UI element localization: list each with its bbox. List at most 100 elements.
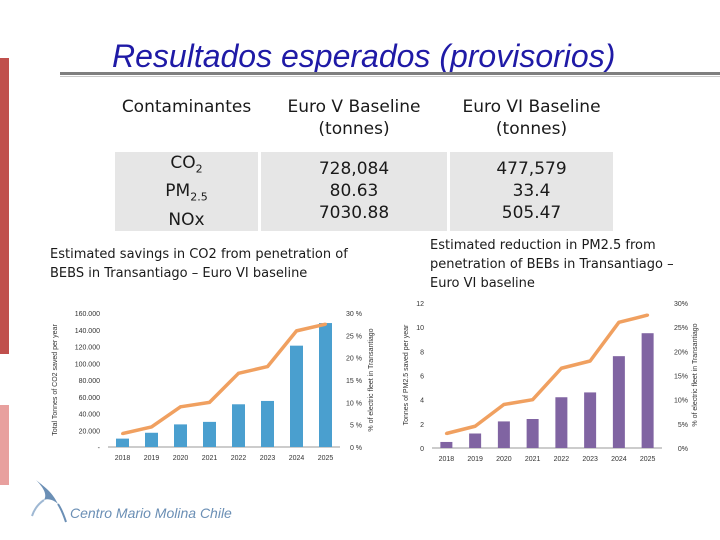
y2-tick-label: 5 % <box>350 423 362 430</box>
pollutant-pm25: PM2.5 <box>115 180 258 208</box>
y-tick-label: 2 <box>420 422 424 429</box>
x-tick-label: 2022 <box>554 456 570 463</box>
caption-pm25: Estimated reduction in PM2.5 from penetr… <box>430 238 674 291</box>
y-tick-label: - <box>98 445 101 452</box>
x-tick-label: 2025 <box>640 456 656 463</box>
y2-tick-label: 15 % <box>346 378 362 385</box>
accent-bar-lower <box>0 405 9 485</box>
bar <box>290 345 303 447</box>
pollutant-co2: CO2 <box>115 152 258 180</box>
fleet-share-point <box>237 371 240 375</box>
emissions-table: Contaminantes Euro V Baseline (tonnes) E… <box>115 96 613 231</box>
y-axis-title: Tonnes of PM2.5 saved per year <box>403 324 410 425</box>
pm25-reduction-chart: 0 2 4 6 8 10 12 0% 5% 10% 15% 20% 25% 30% 2018 2019 2020… <box>403 301 699 463</box>
fleet-share-line <box>445 313 649 436</box>
y2-tick-label: 25% <box>674 325 688 332</box>
x-tick-label: 2020 <box>496 456 512 463</box>
title-underline <box>60 72 720 75</box>
euro-v-cell: 728,084 80.63 7030.88 <box>259 148 450 231</box>
y-tick-label: 60.000 <box>79 395 101 402</box>
bar <box>469 433 482 448</box>
bar <box>584 392 597 448</box>
x-tick-label: 2018 <box>439 456 455 463</box>
x-tick-label: 2020 <box>173 455 189 462</box>
fleet-share-point <box>646 313 650 317</box>
pollutant-name: CO <box>170 153 196 173</box>
euro-v-pm25: 80.63 <box>329 181 379 202</box>
x-tick-label: 2023 <box>582 456 598 463</box>
fleet-share-point <box>473 424 477 428</box>
y2-axis-title: % of electric fleet in Transantiago <box>692 323 699 426</box>
header-pollutant: Contaminantes <box>115 96 261 150</box>
y-tick-label: 12 <box>416 301 424 308</box>
y-tick-label: 8 <box>420 349 424 356</box>
y-tick-label: 140.000 <box>75 328 100 335</box>
accent-bar <box>0 58 9 354</box>
title-underline-thin <box>60 76 720 77</box>
y2-tick-label: 20 % <box>346 356 362 363</box>
fleet-share-point <box>502 403 506 406</box>
fleet-share-point <box>266 365 269 369</box>
fleet-share-line <box>122 322 326 436</box>
y-axis-title: Total Tonnes of CO2 saved per year <box>52 324 59 436</box>
euro-vi-pm25: 33.4 <box>512 181 551 202</box>
x-tick-label: 2024 <box>611 456 627 463</box>
bar <box>612 356 625 448</box>
y-tick-label: 6 <box>420 374 424 381</box>
y2-tick-label: 25 % <box>346 333 362 340</box>
y-tick-label: 80.000 <box>79 378 101 385</box>
bar <box>641 333 654 448</box>
bar <box>440 441 453 448</box>
y-tick-label: 4 <box>420 398 424 405</box>
pollutant-sub: 2.5 <box>190 190 208 204</box>
pollutant-nox: NOx <box>168 209 205 230</box>
fleet-share-point <box>617 320 621 324</box>
x-tick-label: 2019 <box>144 455 160 462</box>
table-data-row: CO2 PM2.5 NOx 728,084 80.63 7030.88 477,… <box>115 148 613 231</box>
euro-v-co2: 728,084 <box>318 159 390 180</box>
fleet-share-point <box>559 366 563 370</box>
fleet-share-point <box>444 432 448 435</box>
fleet-share-point <box>150 425 153 429</box>
x-tick-label: 2018 <box>115 455 131 462</box>
header-euro-v: Euro V Baseline (tonnes) <box>259 96 450 150</box>
logo-text: Centro Mario Molina Chile <box>70 505 232 521</box>
fleet-share-point <box>295 329 298 333</box>
x-tick-label: 2025 <box>318 455 334 462</box>
y2-tick-label: 5% <box>678 422 688 429</box>
bar <box>555 397 568 448</box>
euro-vi-nox: 505.47 <box>501 203 562 224</box>
y2-tick-label: 15% <box>674 374 688 381</box>
fleet-share-point <box>179 405 182 409</box>
hummingbird-logo-icon <box>31 480 67 523</box>
euro-vi-cell: 477,579 33.4 505.47 <box>448 148 613 231</box>
bar <box>232 404 245 447</box>
y2-tick-label: 0% <box>678 446 688 453</box>
y2-tick-label: 20% <box>674 349 688 356</box>
y-tick-label: 160.000 <box>75 311 100 318</box>
y-tick-label: 120.000 <box>75 345 100 352</box>
bar <box>145 432 158 447</box>
y2-tick-label: 10 % <box>346 400 362 407</box>
bar <box>497 421 510 448</box>
fleet-share-point <box>588 359 592 363</box>
x-tick-label: 2024 <box>289 455 305 462</box>
bar <box>261 400 274 447</box>
fleet-share-point <box>531 398 535 402</box>
y-tick-label: 10 <box>416 325 424 332</box>
pollutant-cell: CO2 PM2.5 NOx <box>115 148 261 231</box>
y-tick-label: 40.000 <box>79 412 101 419</box>
x-tick-label: 2022 <box>231 455 247 462</box>
x-tick-label: 2021 <box>202 455 218 462</box>
pollutant-name: PM <box>165 181 191 202</box>
y-tick-label: 20.000 <box>79 428 101 435</box>
y2-axis-title: % of electric fleet in Transantiago <box>368 328 375 431</box>
x-tick-label: 2023 <box>260 455 276 462</box>
x-tick-label: 2021 <box>525 456 541 463</box>
bar <box>116 438 129 447</box>
bar <box>174 424 187 447</box>
slide-title: Resultados esperados (provisorios) <box>112 38 616 74</box>
y2-tick-label: 30 % <box>346 311 362 318</box>
euro-v-nox: 7030.88 <box>318 203 390 224</box>
euro-vi-co2: 477,579 <box>496 159 567 180</box>
